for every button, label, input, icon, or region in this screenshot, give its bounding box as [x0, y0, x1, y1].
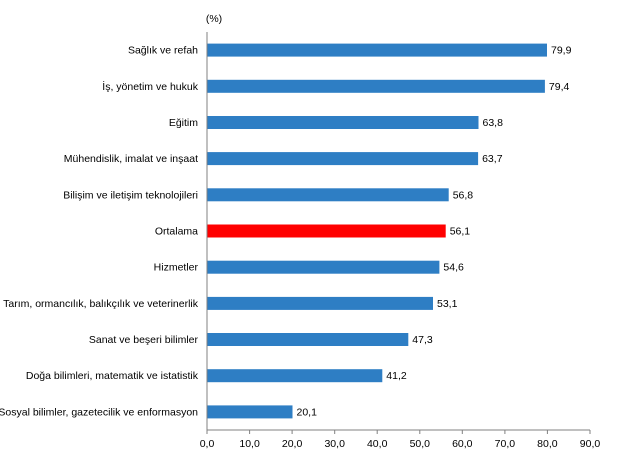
category-label-hizmetler: Hizmetler [154, 262, 199, 274]
category-label-muhendislik-imalat-ve-insaat: Mühendislik, imalat ve inşaat [64, 153, 198, 165]
category-label-doga-bilimleri-matematik-ve-istatistik: Doğa bilimleri, matematik ve istatistik [26, 370, 199, 382]
value-label-hizmetler: 54,6 [443, 262, 464, 274]
category-labels: Sağlık ve refah İş, yönetim ve hukuk Eğiti… [0, 45, 199, 419]
bar-saglik-ve-refah [207, 43, 547, 57]
bar-egitim [207, 116, 479, 129]
x-tick-label: 10,0 [239, 438, 260, 450]
value-label-sosyal-bilimler-gazetecilik-ve-enformasyon: 20,1 [297, 406, 318, 418]
value-label-ortalama: 56,1 [450, 226, 471, 238]
category-label-saglik-ve-refah: Sağlık ve refah [128, 45, 198, 57]
bar-sosyal-bilimler-gazetecilik-ve-enformasyon [207, 405, 293, 419]
bar-doga-bilimleri-matematik-ve-istatistik [207, 369, 383, 383]
bar-tarim-ormancilik-balikcilik-ve-veterinerlik [207, 296, 433, 310]
bar-is-yonetim-ve-hukuk [207, 79, 545, 93]
bar-hizmetler [207, 260, 440, 274]
x-tick-label: 40,0 [367, 438, 388, 450]
x-tick-label: 50,0 [410, 438, 431, 450]
x-tick-label: 60,0 [452, 438, 473, 450]
value-label-muhendislik-imalat-ve-insaat: 63,7 [482, 153, 503, 165]
axes-group [206, 32, 590, 431]
value-label-is-yonetim-ve-hukuk: 79,4 [549, 81, 570, 93]
category-label-is-yonetim-ve-hukuk: İş, yönetim ve hukuk [102, 80, 198, 93]
value-labels: 79,9 79,4 63,8 63,7 56,8 56,1 54,6 53,1 47,3 41,2… [297, 45, 572, 419]
category-label-tarim-ormancilik-balikcilik-ve-veterinerlik: Tarım, ormancılık, balıkçılık ve veterin… [3, 298, 199, 310]
bars-group [207, 43, 547, 419]
x-tick-label: 0,0 [200, 438, 215, 450]
value-label-doga-bilimleri-matematik-ve-istatistik: 41,2 [386, 370, 407, 382]
value-label-tarim-ormancilik-balikcilik-ve-veterinerlik: 53,1 [437, 298, 458, 310]
x-tick-label: 20,0 [282, 438, 303, 450]
value-label-sanat-ve-beseri-bilimler: 47,3 [412, 334, 433, 346]
category-label-ortalama: Ortalama [155, 226, 198, 238]
x-tick-label: 80,0 [537, 438, 558, 450]
x-tick-label: 90,0 [580, 438, 601, 450]
value-label-saglik-ve-refah: 79,9 [551, 45, 572, 57]
bar-muhendislik-imalat-ve-insaat [207, 152, 479, 166]
x-tick-label: 30,0 [324, 438, 345, 450]
category-label-bilisim-ve-iletisim-teknolojileri: Bilişim ve iletişim teknolojileri [63, 189, 198, 201]
category-label-sosyal-bilimler-gazetecilik-ve-enformasyon: Sosyal bilimler, gazetecilik ve enformas… [0, 406, 198, 418]
category-label-egitim: Eğitim [169, 117, 198, 129]
unit-label: (%) [206, 13, 222, 25]
bar-sanat-ve-beseri-bilimler [207, 333, 409, 346]
bar-bilisim-ve-iletisim-teknolojileri [207, 188, 449, 202]
bar-ortalama [207, 224, 446, 238]
x-tick-label: 70,0 [495, 438, 516, 450]
value-label-egitim: 63,8 [483, 117, 504, 129]
category-label-sanat-ve-beseri-bilimler: Sanat ve beşeri bilimler [89, 334, 199, 346]
x-axis-ticks: 0,0 10,0 20,0 30,0 40,0 50,0 60,0 70,0 80,0 90,0 [200, 430, 601, 450]
value-label-bilisim-ve-iletisim-teknolojileri: 56,8 [453, 189, 474, 201]
